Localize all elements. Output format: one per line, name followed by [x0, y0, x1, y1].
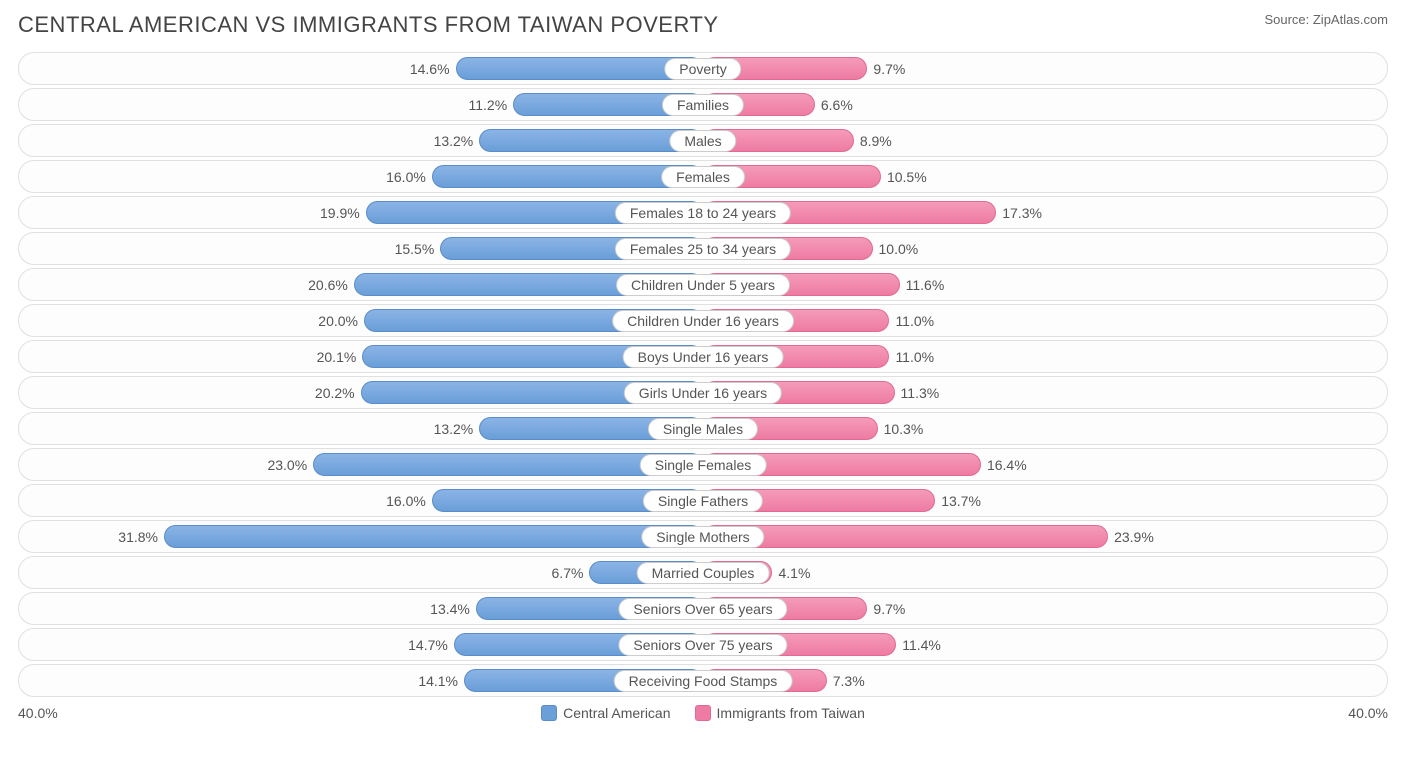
- right-value-label: 11.0%: [895, 313, 934, 329]
- right-value-label: 4.1%: [778, 565, 810, 581]
- right-value-label: 11.3%: [901, 385, 940, 401]
- chart-row: 14.7% 11.4% Seniors Over 75 years: [18, 628, 1388, 661]
- right-value-label: 13.7%: [941, 493, 981, 509]
- category-label: Married Couples: [637, 562, 770, 584]
- legend-label-left: Central American: [563, 705, 670, 721]
- category-label: Seniors Over 75 years: [618, 634, 787, 656]
- category-label: Single Fathers: [643, 490, 763, 512]
- chart-row: 20.1% 11.0% Boys Under 16 years: [18, 340, 1388, 373]
- chart-row: 13.4% 9.7% Seniors Over 65 years: [18, 592, 1388, 625]
- left-value-label: 20.6%: [308, 277, 348, 293]
- right-value-label: 10.3%: [884, 421, 924, 437]
- category-label: Children Under 16 years: [612, 310, 794, 332]
- category-label: Receiving Food Stamps: [614, 670, 793, 692]
- category-label: Boys Under 16 years: [623, 346, 784, 368]
- category-label: Seniors Over 65 years: [618, 598, 787, 620]
- category-label: Children Under 5 years: [616, 274, 790, 296]
- chart-row: 20.6% 11.6% Children Under 5 years: [18, 268, 1388, 301]
- chart-footer: 40.0% Central American Immigrants from T…: [18, 705, 1388, 721]
- left-value-label: 20.1%: [317, 349, 357, 365]
- category-label: Males: [669, 130, 736, 152]
- chart-area: 14.6% 9.7% Poverty 11.2% 6.6% Families 13.2% 8.…: [18, 52, 1388, 697]
- category-label: Females: [661, 166, 745, 188]
- chart-row: 13.2% 10.3% Single Males: [18, 412, 1388, 445]
- left-value-label: 14.6%: [410, 61, 450, 77]
- left-value-label: 15.5%: [395, 241, 435, 257]
- left-value-label: 6.7%: [552, 565, 584, 581]
- right-value-label: 9.7%: [873, 601, 905, 617]
- right-value-label: 10.5%: [887, 169, 927, 185]
- right-value-label: 8.9%: [860, 133, 892, 149]
- chart-row: 23.0% 16.4% Single Females: [18, 448, 1388, 481]
- left-value-label: 31.8%: [118, 529, 158, 545]
- left-value-label: 20.2%: [315, 385, 355, 401]
- chart-source: Source: ZipAtlas.com: [1264, 12, 1388, 27]
- chart-row: 20.0% 11.0% Children Under 16 years: [18, 304, 1388, 337]
- left-value-label: 11.2%: [469, 97, 508, 113]
- category-label: Families: [662, 94, 744, 116]
- left-bar: [164, 525, 703, 548]
- left-value-label: 19.9%: [320, 205, 360, 221]
- legend-item-left: Central American: [541, 705, 670, 721]
- left-value-label: 16.0%: [386, 169, 426, 185]
- axis-max-right: 40.0%: [1348, 705, 1388, 721]
- right-value-label: 10.0%: [879, 241, 919, 257]
- axis-max-left: 40.0%: [18, 705, 58, 721]
- legend: Central American Immigrants from Taiwan: [541, 705, 865, 721]
- right-value-label: 11.6%: [906, 277, 945, 293]
- left-value-label: 13.4%: [430, 601, 470, 617]
- legend-swatch-right: [695, 705, 711, 721]
- chart-row: 14.6% 9.7% Poverty: [18, 52, 1388, 85]
- chart-row: 13.2% 8.9% Males: [18, 124, 1388, 157]
- right-value-label: 7.3%: [833, 673, 865, 689]
- chart-row: 11.2% 6.6% Families: [18, 88, 1388, 121]
- left-value-label: 20.0%: [318, 313, 358, 329]
- left-value-label: 13.2%: [434, 133, 474, 149]
- chart-row: 16.0% 13.7% Single Fathers: [18, 484, 1388, 517]
- category-label: Females 18 to 24 years: [615, 202, 791, 224]
- right-value-label: 11.4%: [902, 637, 941, 653]
- chart-row: 20.2% 11.3% Girls Under 16 years: [18, 376, 1388, 409]
- chart-row: 19.9% 17.3% Females 18 to 24 years: [18, 196, 1388, 229]
- right-value-label: 9.7%: [873, 61, 905, 77]
- right-value-label: 17.3%: [1002, 205, 1042, 221]
- legend-item-right: Immigrants from Taiwan: [695, 705, 865, 721]
- chart-title: CENTRAL AMERICAN VS IMMIGRANTS FROM TAIW…: [18, 12, 719, 38]
- category-label: Single Males: [648, 418, 758, 440]
- chart-row: 15.5% 10.0% Females 25 to 34 years: [18, 232, 1388, 265]
- category-label: Single Females: [640, 454, 767, 476]
- left-value-label: 14.1%: [418, 673, 458, 689]
- right-value-label: 23.9%: [1114, 529, 1154, 545]
- right-value-label: 6.6%: [821, 97, 853, 113]
- chart-row: 16.0% 10.5% Females: [18, 160, 1388, 193]
- left-value-label: 14.7%: [408, 637, 448, 653]
- category-label: Single Mothers: [641, 526, 764, 548]
- chart-row: 31.8% 23.9% Single Mothers: [18, 520, 1388, 553]
- right-value-label: 11.0%: [895, 349, 934, 365]
- category-label: Girls Under 16 years: [624, 382, 782, 404]
- right-value-label: 16.4%: [987, 457, 1027, 473]
- left-value-label: 23.0%: [267, 457, 307, 473]
- chart-header: CENTRAL AMERICAN VS IMMIGRANTS FROM TAIW…: [18, 12, 1388, 38]
- chart-row: 14.1% 7.3% Receiving Food Stamps: [18, 664, 1388, 697]
- left-value-label: 16.0%: [386, 493, 426, 509]
- legend-swatch-left: [541, 705, 557, 721]
- legend-label-right: Immigrants from Taiwan: [717, 705, 865, 721]
- category-label: Poverty: [664, 58, 741, 80]
- chart-row: 6.7% 4.1% Married Couples: [18, 556, 1388, 589]
- left-value-label: 13.2%: [434, 421, 474, 437]
- category-label: Females 25 to 34 years: [615, 238, 791, 260]
